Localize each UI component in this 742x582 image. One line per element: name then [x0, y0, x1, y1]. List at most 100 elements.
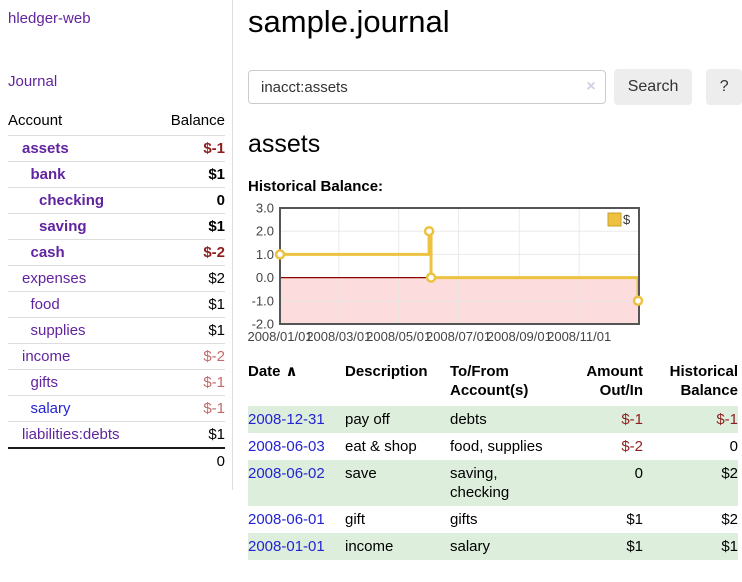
- accounts-header-row: Account Balance: [8, 112, 225, 136]
- transaction-balance: 0: [729, 438, 738, 455]
- search-input-wrap: ×: [248, 70, 606, 104]
- account-row: gifts $-1: [8, 369, 225, 396]
- account-name-cell: liabilities:debts: [8, 421, 155, 448]
- account-name-cell: assets: [8, 135, 155, 162]
- transaction-description: eat & shop: [345, 438, 417, 455]
- account-balance: $-2: [154, 239, 225, 266]
- account-link[interactable]: assets: [22, 140, 69, 157]
- svg-text:2008/11/01: 2008/11/01: [547, 329, 611, 344]
- chart-canvas: $3.0 2.0 1.0 0.0 -1.0 -2.02008/01/012008/03/0…: [247, 201, 644, 344]
- svg-text:2008/09/01: 2008/09/01: [487, 329, 552, 344]
- transaction-description: income: [345, 538, 394, 555]
- sidebar: hledger-web Journal Account Balance asse…: [0, 0, 233, 490]
- account-row: income $-2: [8, 343, 225, 370]
- transaction-date-link[interactable]: 2008-01-01: [248, 538, 325, 555]
- transaction-amount: 0: [634, 465, 643, 482]
- account-link[interactable]: checking: [39, 192, 105, 209]
- search-button[interactable]: Search: [613, 69, 693, 105]
- transaction-balance: $-1: [716, 411, 738, 428]
- main-content: sample.journal × Search ? assets Histori…: [233, 0, 742, 560]
- account-name-cell: salary: [8, 395, 155, 422]
- account-row: liabilities:debts $1: [8, 421, 225, 448]
- register-body: 2008-12-31 pay off debts $-1 $-1 2008-06-03 ea…: [248, 406, 738, 560]
- account-name-cell: bank: [8, 161, 155, 188]
- accounts-header-account: Account: [8, 112, 63, 129]
- account-name-cell: checking: [8, 187, 155, 214]
- register-table: Date ∧ Description To/From Account(s) Amo…: [248, 362, 738, 560]
- account-balance: $1: [154, 213, 225, 240]
- account-name-cell: income: [8, 343, 155, 370]
- account-balance: $2: [154, 265, 225, 292]
- date-header-label: Date: [248, 363, 281, 380]
- transaction-date-link[interactable]: 2008-06-02: [248, 465, 325, 482]
- account-link[interactable]: bank: [30, 166, 66, 183]
- transaction-date-cell: 2008-06-02: [248, 460, 345, 506]
- account-link[interactable]: income: [22, 348, 71, 365]
- account-balance: $-1: [154, 135, 225, 162]
- transaction-row: 2008-12-31 pay off debts $-1 $-1: [248, 406, 738, 433]
- column-header-description: Description: [345, 363, 428, 380]
- transaction-accounts: food, supplies: [450, 438, 543, 455]
- transaction-accounts: salary: [450, 538, 491, 555]
- svg-text:$: $: [623, 212, 631, 227]
- historical-balance-chart: $3.0 2.0 1.0 0.0 -1.0 -2.0 2008/01/01 2008/03/0…: [247, 201, 742, 349]
- brand-link[interactable]: hledger-web: [8, 10, 91, 27]
- accounts-header-balance: Balance: [170, 112, 225, 129]
- account-balance: $1: [154, 317, 225, 344]
- chart-title: Historical Balance:: [248, 178, 384, 195]
- account-balance: $1: [154, 291, 225, 318]
- transaction-date-cell: 2008-06-01: [248, 506, 345, 533]
- transaction-date-link[interactable]: 2008-12-31: [248, 411, 325, 428]
- svg-text:2008/05/01: 2008/05/01: [366, 329, 431, 344]
- search-input[interactable]: [248, 70, 606, 104]
- account-balance: $-1: [154, 395, 225, 422]
- register-header-row: Date ∧ Description To/From Account(s) Amo…: [248, 362, 738, 406]
- svg-text:0.0: 0.0: [256, 270, 274, 285]
- transaction-balance: $1: [721, 538, 738, 555]
- account-link[interactable]: cash: [30, 244, 65, 261]
- transaction-date-cell: 2008-12-31: [248, 406, 345, 433]
- account-balance: 0: [154, 187, 225, 214]
- account-link[interactable]: supplies: [30, 322, 86, 339]
- sidebar-item-journal[interactable]: Journal: [8, 73, 58, 90]
- account-link[interactable]: salary: [30, 400, 71, 417]
- account-balance: $-1: [154, 369, 225, 396]
- transaction-row: 2008-06-03 eat & shop food, supplies $-2 0: [248, 433, 738, 460]
- page-title: sample.journal: [248, 4, 450, 39]
- svg-text:2008/01/01: 2008/01/01: [247, 329, 312, 344]
- svg-text:-2.0: -2.0: [252, 317, 274, 332]
- account-row: salary $-1: [8, 395, 225, 422]
- account-row: checking 0: [8, 187, 225, 214]
- account-link[interactable]: liabilities:debts: [22, 426, 120, 443]
- help-button[interactable]: ?: [706, 69, 742, 105]
- account-name-cell: food: [8, 291, 155, 318]
- transaction-amount: $1: [626, 511, 643, 528]
- svg-text:1.0: 1.0: [256, 247, 274, 262]
- sidebar-nav: Journal: [8, 73, 232, 91]
- transaction-accounts: debts: [450, 411, 487, 428]
- account-link[interactable]: gifts: [30, 374, 59, 391]
- sidebar-accounts-table: Account Balance assets $-1 bank $1 checking 0…: [8, 112, 225, 474]
- account-link[interactable]: food: [30, 296, 60, 313]
- account-name-cell: expenses: [8, 265, 155, 292]
- account-link[interactable]: expenses: [22, 270, 87, 287]
- transaction-row: 2008-06-02 save saving, checking 0 $2: [248, 460, 738, 506]
- clear-search-icon[interactable]: ×: [586, 78, 596, 95]
- page: hledger-web Journal Account Balance asse…: [0, 0, 742, 560]
- sort-asc-icon: ∧: [285, 363, 298, 380]
- transaction-amount: $1: [626, 538, 643, 555]
- transaction-date-link[interactable]: 2008-06-01: [248, 511, 325, 528]
- transaction-amount: $-1: [621, 411, 643, 428]
- account-name-cell: gifts: [8, 369, 155, 396]
- accounts-total-spacer: [8, 447, 155, 474]
- column-header-tofrom: To/From Account(s): [450, 363, 529, 399]
- transaction-date-cell: 2008-06-03: [248, 433, 345, 460]
- account-heading: assets: [248, 130, 321, 158]
- transaction-row: 2008-01-01 income salary $1 $1: [248, 533, 738, 560]
- svg-text:-1.0: -1.0: [252, 293, 274, 308]
- account-link[interactable]: saving: [39, 218, 87, 235]
- transaction-date-link[interactable]: 2008-06-03: [248, 438, 325, 455]
- transaction-description: save: [345, 465, 377, 482]
- account-row: cash $-2: [8, 239, 225, 266]
- accounts-total-row: 0: [8, 447, 225, 474]
